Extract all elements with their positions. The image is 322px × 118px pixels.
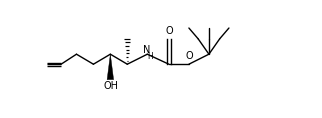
Text: OH: OH	[104, 81, 118, 91]
Text: O: O	[185, 51, 193, 61]
Polygon shape	[107, 54, 114, 80]
Text: O: O	[165, 26, 173, 36]
Text: N: N	[143, 45, 150, 55]
Text: H: H	[147, 52, 153, 61]
